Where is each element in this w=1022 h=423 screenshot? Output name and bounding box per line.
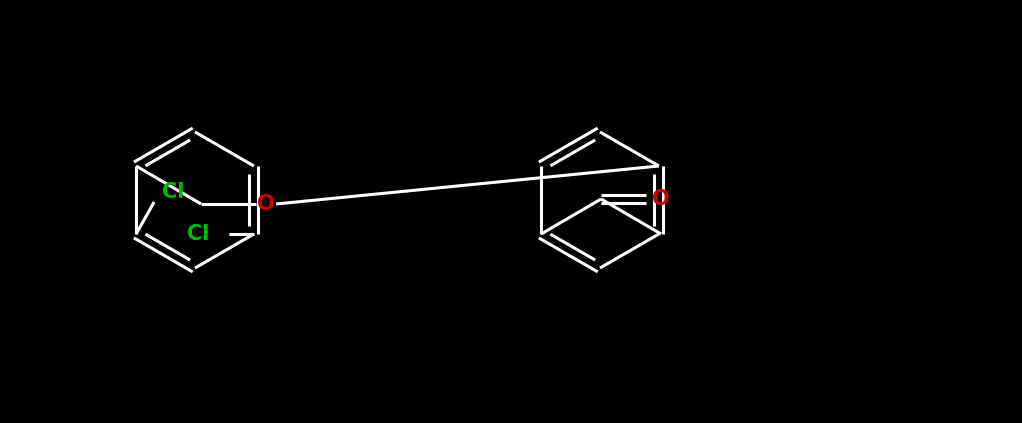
Text: O: O — [652, 189, 670, 209]
Text: Cl: Cl — [162, 182, 185, 202]
Text: O: O — [258, 194, 275, 214]
Text: Cl: Cl — [186, 224, 208, 244]
